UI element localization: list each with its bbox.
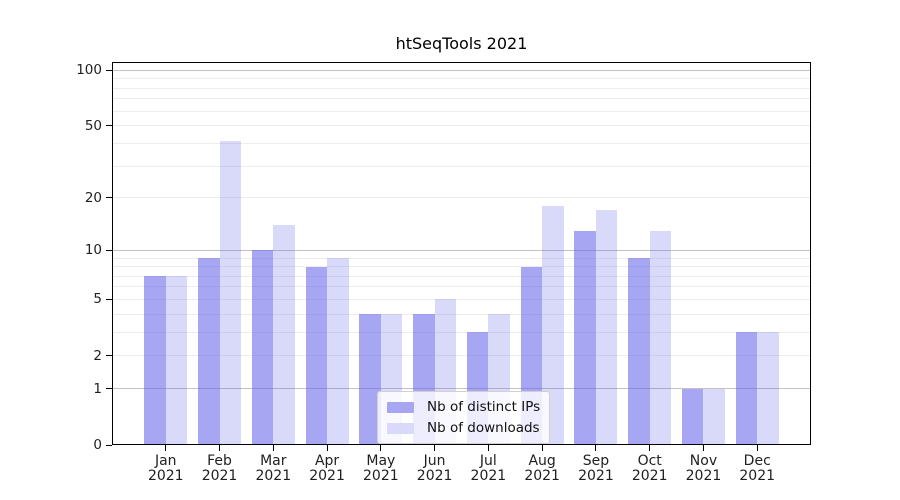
plot-area: Nb of distinct IPs Nb of downloads 0 1 2 5 1… bbox=[76, 62, 811, 484]
bar-distinct-ips-apr bbox=[305, 266, 328, 445]
y-tick-10 bbox=[106, 249, 112, 251]
bar-downloads-aug bbox=[542, 205, 564, 445]
gridline-minor-8 bbox=[112, 266, 811, 268]
y-tick-20 bbox=[106, 197, 112, 199]
x-tick-aug bbox=[541, 445, 543, 451]
x-tick-nov bbox=[702, 445, 704, 451]
x-tick-apr bbox=[326, 445, 328, 451]
gridline-minor-40 bbox=[112, 142, 811, 144]
gridline-minor-9 bbox=[112, 257, 811, 259]
x-tick-label-jul: Jul 2021 bbox=[470, 453, 507, 484]
x-tick-label-mar: Mar 2021 bbox=[255, 453, 292, 484]
x-tick-label-oct: Oct 2021 bbox=[631, 453, 668, 484]
bar-downloads-dec bbox=[757, 332, 779, 445]
gridline-minor-5 bbox=[112, 298, 811, 300]
y-tick-label-100: 100 bbox=[76, 62, 102, 79]
gridline-major-10 bbox=[112, 249, 811, 251]
legend-label-downloads: Nb of downloads bbox=[427, 420, 540, 436]
gridline-minor-7 bbox=[112, 275, 811, 277]
bar-downloads-feb bbox=[219, 141, 242, 445]
gridline-minor-90 bbox=[112, 78, 811, 80]
legend-label-distinct-ips: Nb of distinct IPs bbox=[427, 399, 541, 415]
y-tick-label-0: 0 bbox=[93, 437, 102, 453]
x-tick-label-feb: Feb 2021 bbox=[201, 453, 238, 484]
bar-downloads-nov bbox=[703, 388, 725, 445]
bar-distinct-ips-jan bbox=[144, 276, 166, 445]
bar-downloads-mar bbox=[273, 225, 295, 445]
y-tick-label-2: 2 bbox=[93, 347, 102, 364]
gridline-minor-2 bbox=[112, 355, 811, 357]
x-tick-oct bbox=[649, 445, 651, 451]
chart-title: htSeqTools 2021 bbox=[395, 34, 528, 53]
gridline-minor-50 bbox=[112, 125, 811, 127]
y-tick-1 bbox=[106, 388, 112, 390]
gridline-minor-20 bbox=[112, 197, 811, 199]
y-tick-50 bbox=[106, 125, 112, 127]
gridline-minor-60 bbox=[112, 110, 811, 112]
legend-entry-distinct-ips: Nb of distinct IPs bbox=[387, 398, 540, 416]
x-tick-label-dec: Dec 2021 bbox=[739, 453, 776, 484]
bar-distinct-ips-mar bbox=[251, 250, 274, 445]
y-tick-2 bbox=[106, 355, 112, 357]
x-tick-label-sep: Sep 2021 bbox=[578, 453, 614, 484]
legend-entry-downloads: Nb of downloads bbox=[387, 419, 540, 437]
x-tick-label-nov: Nov 2021 bbox=[685, 453, 722, 484]
x-tick-mar bbox=[272, 445, 274, 451]
gridline-minor-70 bbox=[112, 98, 811, 100]
gridline-minor-4 bbox=[112, 313, 811, 315]
legend-swatch-distinct-ips bbox=[387, 401, 414, 413]
x-tick-jan bbox=[165, 445, 167, 451]
x-tick-feb bbox=[219, 445, 221, 451]
x-tick-label-may: May 2021 bbox=[363, 453, 399, 484]
bar-distinct-ips-nov bbox=[681, 388, 704, 445]
bar-distinct-ips-sep bbox=[574, 230, 596, 445]
x-tick-may bbox=[380, 445, 382, 451]
legend-swatch-downloads bbox=[387, 422, 414, 434]
x-tick-label-jan: Jan 2021 bbox=[147, 453, 184, 484]
x-tick-jul bbox=[487, 445, 489, 451]
bar-downloads-apr bbox=[327, 258, 349, 445]
bar-distinct-ips-oct bbox=[628, 258, 650, 445]
x-tick-sep bbox=[595, 445, 597, 451]
x-tick-dec bbox=[756, 445, 758, 451]
bar-distinct-ips-dec bbox=[735, 332, 758, 445]
gridline-major-100 bbox=[112, 69, 811, 71]
y-tick-100 bbox=[106, 69, 112, 71]
legend: Nb of distinct IPs Nb of downloads bbox=[377, 391, 551, 444]
bar-downloads-jan bbox=[165, 276, 188, 445]
y-tick-label-5: 5 bbox=[93, 291, 102, 308]
gridline-minor-30 bbox=[112, 165, 811, 167]
y-tick-label-20: 20 bbox=[84, 189, 102, 206]
gridline-major-1 bbox=[112, 388, 811, 390]
y-tick-0 bbox=[106, 444, 112, 446]
y-tick-label-10: 10 bbox=[84, 242, 102, 259]
x-tick-label-apr: Apr 2021 bbox=[309, 453, 345, 484]
y-tick-label-50: 50 bbox=[84, 117, 102, 134]
bar-distinct-ips-feb bbox=[198, 258, 220, 445]
gridline-minor-6 bbox=[112, 286, 811, 288]
gridline-minor-80 bbox=[112, 87, 811, 89]
y-tick-label-1: 1 bbox=[93, 380, 102, 397]
y-tick-5 bbox=[106, 298, 112, 300]
bar-distinct-ips-may bbox=[359, 314, 381, 445]
x-tick-label-jun: Jun 2021 bbox=[416, 453, 453, 484]
x-tick-jun bbox=[434, 445, 436, 451]
bar-downloads-oct bbox=[649, 230, 672, 445]
bar-downloads-sep bbox=[595, 210, 618, 445]
x-tick-label-aug: Aug 2021 bbox=[524, 453, 560, 484]
gridline-minor-3 bbox=[112, 331, 811, 333]
